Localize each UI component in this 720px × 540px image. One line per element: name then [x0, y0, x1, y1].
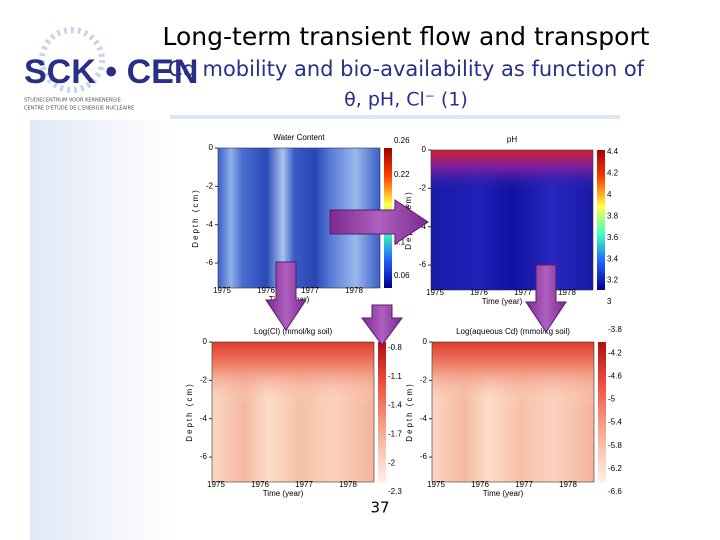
heatmap-panel: Log(Cl) (mmol/kg soil) Depth (cm) Time (ye… [185, 327, 402, 498]
colorbar-label: -4.2 [608, 348, 622, 357]
colorbar-label: -4.6 [608, 371, 622, 380]
colorbar-label: 4 [607, 190, 612, 199]
title: Long-term transient flow and transport [163, 22, 650, 51]
colorbar [378, 342, 386, 482]
logo-line: CENTRE D'ETUDE DE L'ENERGIE NUCLEAIRE [24, 106, 134, 112]
heatmap-overlay [431, 150, 593, 290]
colorbar-label: -0.8 [388, 343, 402, 352]
y-tick-label: -2 [206, 181, 214, 190]
x-tick-label: 1976 [470, 288, 488, 297]
colorbar-label: 0.06 [394, 271, 410, 280]
y-tick-label: -6 [200, 452, 208, 461]
x-axis-label: Time (year) [482, 297, 523, 306]
colorbar [598, 342, 606, 482]
x-tick-label: 1975 [213, 286, 231, 295]
colorbar-label: 0.1 [394, 237, 406, 246]
colorbar-label: -2 [388, 458, 396, 467]
y-axis-label: Depth (cm) [191, 188, 200, 248]
colorbar-label: -6.2 [608, 464, 622, 473]
side-band [30, 120, 175, 540]
x-tick-label: 1975 [207, 480, 225, 489]
colorbar-label: 4.4 [607, 147, 619, 156]
x-tick-label: 1978 [559, 480, 577, 489]
y-tick-label: 0 [209, 143, 214, 152]
plot-frame [430, 149, 594, 291]
plot-frame [431, 341, 595, 483]
x-tick-label: 1978 [345, 286, 363, 295]
y-axis-label: Depth (cm) [405, 382, 414, 442]
x-tick-label: 1977 [514, 288, 532, 297]
colorbar [597, 150, 605, 290]
y-tick-label: -2 [419, 183, 427, 192]
heatmap-overlay [432, 342, 594, 482]
subtitle: Cd mobility and bio-availability as func… [168, 57, 645, 81]
y-tick-label: 0 [423, 337, 428, 346]
colorbar-label: 3.8 [607, 211, 619, 220]
colorbar-label: 4.2 [607, 169, 619, 178]
y-tick-label: -2 [420, 375, 428, 384]
x-tick-label: 1977 [515, 480, 533, 489]
logo-line: STUDIECENTRUM VOOR KERNENERGIE [24, 98, 121, 104]
colorbar-label: 3.4 [607, 254, 619, 263]
heatmap-overlay [212, 342, 374, 482]
y-tick-label: 0 [203, 337, 208, 346]
heatmap-panel: Log(aqueous Cd) (mmol/kg soil) Depth (cm)… [405, 325, 622, 498]
y-tick-label: -4 [200, 414, 208, 423]
colorbar-label: 3.6 [607, 233, 619, 242]
panel-title: Log(aqueous Cd) (mmol/kg soil) [456, 327, 570, 336]
x-tick-label: 1977 [295, 480, 313, 489]
colorbar-label: 3 [607, 297, 612, 306]
x-tick-label: 1976 [471, 480, 489, 489]
y-tick-label: -4 [206, 220, 214, 229]
colorbar-label: 0.22 [394, 170, 410, 179]
x-tick-label: 1976 [251, 480, 269, 489]
plot-frame [211, 341, 375, 483]
page-number: 37 [370, 499, 389, 517]
colorbar-label: -5.4 [608, 418, 622, 427]
x-axis-label: Time (year) [483, 489, 524, 498]
y-axis-label: Depth (cm) [185, 382, 194, 442]
y-tick-label: 0 [422, 145, 427, 154]
colorbar-label: 0.26 [394, 136, 410, 145]
colorbar-label: 3.2 [607, 276, 619, 285]
x-tick-label: 1975 [427, 480, 445, 489]
x-axis-label: Time (year) [263, 489, 304, 498]
x-tick-label: 1976 [257, 286, 275, 295]
y-tick-label: -6 [419, 260, 427, 269]
colorbar-label: -5 [608, 395, 616, 404]
colorbar-label: -1.4 [388, 401, 402, 410]
x-tick-label: 1977 [301, 286, 319, 295]
logo: SCK • CEN STUDIECENTRUM VOOR KERNENERGIE… [24, 27, 198, 112]
colorbar-label: -2.3 [388, 487, 402, 496]
panel-title: Water Content [273, 133, 325, 142]
subtitle: θ, pH, Cl⁻ (1) [344, 89, 468, 111]
rule [170, 115, 620, 119]
panels: Water Content Depth (cm) Time (year) 0 -2 -4 -… [185, 133, 622, 498]
colorbar-label: -6.6 [608, 487, 622, 496]
colorbar-label: -5.8 [608, 441, 622, 450]
y-tick-label: -6 [420, 452, 428, 461]
y-tick-label: -2 [200, 375, 208, 384]
arrows [265, 199, 567, 346]
logo-name: SCK • CEN [24, 53, 198, 91]
x-tick-label: 1978 [339, 480, 357, 489]
arrow [361, 304, 403, 346]
arrow [329, 199, 429, 245]
colorbar-label: -1.1 [388, 372, 402, 381]
arrow [265, 261, 307, 331]
colorbar-label: -3.8 [608, 325, 622, 334]
colorbar-label: -1.7 [388, 430, 402, 439]
y-tick-label: -4 [420, 414, 428, 423]
panel-title: pH [507, 135, 517, 144]
y-tick-label: -6 [206, 258, 214, 267]
x-tick-label: 1978 [558, 288, 576, 297]
heatmap-panel: pHDepth (cm)Time (year)0-2-4-61975197619… [404, 135, 619, 306]
panel-title: Log(Cl) (mmol/kg soil) [254, 327, 333, 336]
y-tick-label: -4 [419, 222, 427, 231]
x-tick-label: 1975 [426, 288, 444, 297]
arrow [525, 264, 567, 333]
